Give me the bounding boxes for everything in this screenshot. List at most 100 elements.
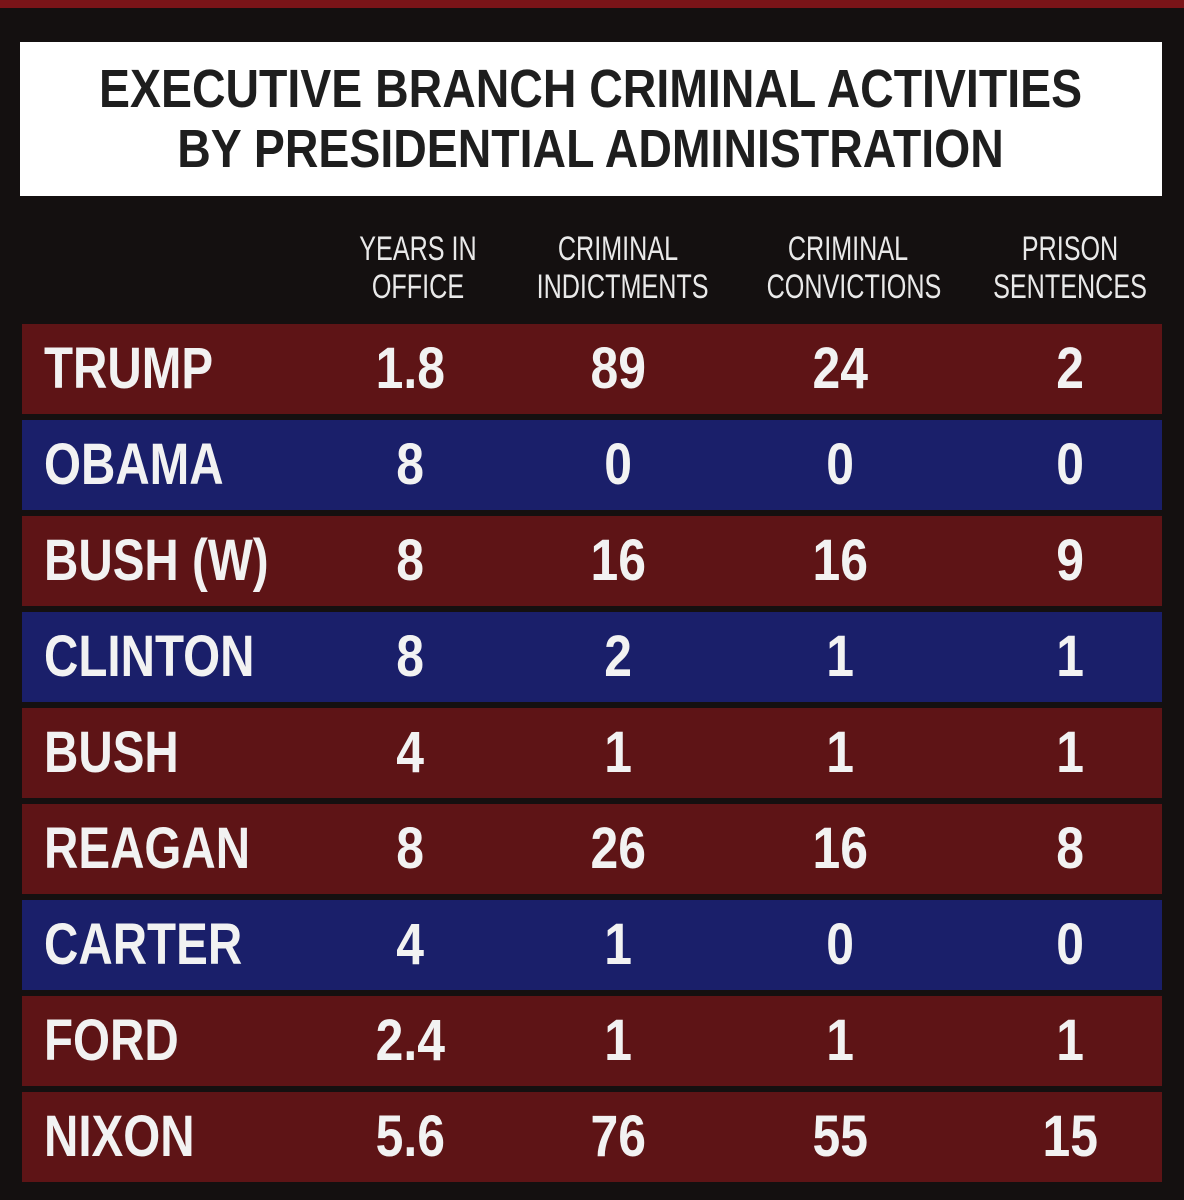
president-name: NIXON bbox=[44, 1104, 195, 1169]
president-name: TRUMP bbox=[44, 336, 214, 401]
table-cell: 4 bbox=[300, 708, 520, 798]
table-cell: 4 bbox=[300, 900, 520, 990]
table-cell-value: 0 bbox=[826, 432, 854, 497]
table-cell: 1 bbox=[508, 708, 728, 798]
title-line-1: EXECUTIVE BRANCH CRIMINAL ACTIVITIES bbox=[99, 59, 1083, 119]
table-cell-value: 16 bbox=[812, 528, 868, 593]
table-cell-value: 2.4 bbox=[375, 1008, 445, 1073]
table-cell: 0 bbox=[730, 420, 950, 510]
table-cell-value: 0 bbox=[604, 432, 632, 497]
table-cell: 15 bbox=[960, 1092, 1180, 1182]
table-cell: 8 bbox=[300, 804, 520, 894]
table-cell: 8 bbox=[300, 516, 520, 606]
column-header-line: CRIMINAL bbox=[557, 230, 679, 268]
table-cell-value: 8 bbox=[396, 528, 424, 593]
president-name: BUSH (W) bbox=[44, 528, 269, 593]
table-cell-value: 15 bbox=[1042, 1104, 1098, 1169]
table-cell: 9 bbox=[960, 516, 1180, 606]
column-header-line: CRIMINAL bbox=[787, 230, 909, 268]
table-cell: 0 bbox=[960, 900, 1180, 990]
title-line-2: BY PRESIDENTIAL ADMINISTRATION bbox=[177, 119, 1005, 179]
column-header-years-in-office: YEARS IN OFFICE bbox=[308, 230, 528, 310]
table-cell-value: 1 bbox=[1056, 624, 1084, 689]
table-cell: 1 bbox=[508, 996, 728, 1086]
column-header-criminal-indictments: CRIMINAL INDICTMENTS bbox=[508, 230, 728, 310]
table-cell-value: 1 bbox=[826, 720, 854, 785]
table-row: BUSH (W) 8 16 16 9 bbox=[22, 516, 1162, 606]
table-cell-value: 5.6 bbox=[375, 1104, 445, 1169]
president-name: FORD bbox=[44, 1008, 179, 1073]
column-header-line: OFFICE bbox=[371, 268, 465, 306]
table-cell-value: 76 bbox=[590, 1104, 646, 1169]
column-header-line: CONVICTIONS bbox=[766, 268, 942, 306]
table-cell: 16 bbox=[730, 516, 950, 606]
column-header-line: INDICTMENTS bbox=[536, 268, 709, 306]
column-header-line: SENTENCES bbox=[993, 268, 1147, 306]
table-cell-value: 0 bbox=[1056, 912, 1084, 977]
table-cell-value: 8 bbox=[396, 432, 424, 497]
title-box: EXECUTIVE BRANCH CRIMINAL ACTIVITIES BY … bbox=[20, 42, 1162, 196]
table-cell: 2.4 bbox=[300, 996, 520, 1086]
table-cell: 8 bbox=[960, 804, 1180, 894]
table-cell: 1 bbox=[730, 612, 950, 702]
table-cell-value: 1 bbox=[826, 624, 854, 689]
table-row: TRUMP 1.8 89 24 2 bbox=[22, 324, 1162, 414]
table-cell: 0 bbox=[730, 900, 950, 990]
table-cell-value: 1 bbox=[604, 720, 632, 785]
table-cell: 55 bbox=[730, 1092, 950, 1182]
table-cell: 0 bbox=[508, 420, 728, 510]
column-header-criminal-convictions: CRIMINAL CONVICTIONS bbox=[738, 230, 958, 310]
table-cell: 2 bbox=[960, 324, 1180, 414]
table-cell-value: 1.8 bbox=[375, 336, 445, 401]
table-cell-value: 0 bbox=[1056, 432, 1084, 497]
table-row: CLINTON 8 2 1 1 bbox=[22, 612, 1162, 702]
table-cell-value: 55 bbox=[812, 1104, 868, 1169]
table-cell: 1 bbox=[508, 900, 728, 990]
table-cell-value: 1 bbox=[1056, 720, 1084, 785]
table-row: CARTER 4 1 0 0 bbox=[22, 900, 1162, 990]
table-cell-value: 1 bbox=[1056, 1008, 1084, 1073]
table-cell: 1 bbox=[730, 996, 950, 1086]
table-cell-value: 26 bbox=[590, 816, 646, 881]
table-cell-value: 1 bbox=[604, 912, 632, 977]
table-cell-value: 2 bbox=[604, 624, 632, 689]
table-cell: 1 bbox=[960, 996, 1180, 1086]
table-cell-value: 1 bbox=[826, 1008, 854, 1073]
table-cell-value: 8 bbox=[1056, 816, 1084, 881]
table-row: OBAMA 8 0 0 0 bbox=[22, 420, 1162, 510]
table-cell: 1 bbox=[730, 708, 950, 798]
table-cell-value: 24 bbox=[812, 336, 868, 401]
table-cell: 1 bbox=[960, 708, 1180, 798]
table-cell: 8 bbox=[300, 420, 520, 510]
column-header-prison-sentences: PRISON SENTENCES bbox=[960, 230, 1180, 310]
table-row: NIXON 5.6 76 55 15 bbox=[22, 1092, 1162, 1182]
table-cell-value: 4 bbox=[396, 912, 424, 977]
table-cell: 16 bbox=[730, 804, 950, 894]
president-name: OBAMA bbox=[44, 432, 224, 497]
table-cell-value: 0 bbox=[826, 912, 854, 977]
president-name: CLINTON bbox=[44, 624, 255, 689]
table-cell: 89 bbox=[508, 324, 728, 414]
table-row: BUSH 4 1 1 1 bbox=[22, 708, 1162, 798]
table-cell-value: 89 bbox=[590, 336, 646, 401]
table-cell-value: 16 bbox=[590, 528, 646, 593]
table-cell: 0 bbox=[960, 420, 1180, 510]
president-name: REAGAN bbox=[44, 816, 251, 881]
table-cell: 1.8 bbox=[300, 324, 520, 414]
table-cell-value: 4 bbox=[396, 720, 424, 785]
table-cell: 2 bbox=[508, 612, 728, 702]
table-cell-value: 1 bbox=[604, 1008, 632, 1073]
table-cell: 26 bbox=[508, 804, 728, 894]
table-cell-value: 16 bbox=[812, 816, 868, 881]
table-cell: 1 bbox=[960, 612, 1180, 702]
table-cell-value: 2 bbox=[1056, 336, 1084, 401]
column-header-line: YEARS IN bbox=[359, 230, 477, 268]
table-cell: 24 bbox=[730, 324, 950, 414]
president-name: CARTER bbox=[44, 912, 243, 977]
table-cell: 76 bbox=[508, 1092, 728, 1182]
table-cell-value: 8 bbox=[396, 624, 424, 689]
table-cell: 8 bbox=[300, 612, 520, 702]
column-header-line: PRISON bbox=[1021, 230, 1119, 268]
table-cell: 16 bbox=[508, 516, 728, 606]
